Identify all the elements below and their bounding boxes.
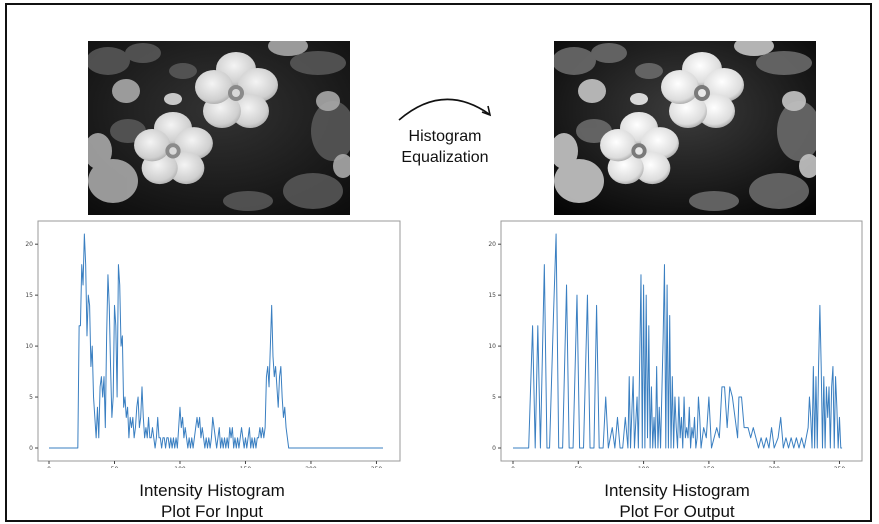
y-tick-label: 20 (25, 241, 33, 248)
y-tick-label: 15 (25, 292, 33, 299)
input-image (88, 41, 350, 215)
x-tick-label: 150 (240, 466, 252, 468)
x-tick-label: 200 (768, 466, 780, 468)
histogram-line (513, 233, 843, 449)
figure-frame (5, 3, 872, 522)
x-tick-label: 150 (703, 466, 715, 468)
input-caption: Intensity Histogram Plot For Input (112, 480, 312, 522)
transform-label: Histogram Equalization (385, 126, 505, 168)
x-tick-label: 50 (111, 466, 119, 468)
output-caption-line2: Plot For Output (619, 502, 735, 521)
output-caption-line1: Intensity Histogram (604, 481, 750, 500)
plot-frame (500, 220, 863, 462)
x-tick-label: 250 (371, 466, 383, 468)
y-tick-label: 10 (488, 343, 496, 350)
histogram-line (49, 233, 383, 449)
y-tick-label: 0 (29, 445, 33, 452)
transform-label-line2: Equalization (401, 149, 489, 166)
y-tick-label: 10 (25, 343, 33, 350)
x-tick-label: 200 (305, 466, 317, 468)
input-caption-line2: Plot For Input (160, 502, 264, 521)
output-caption: Intensity Histogram Plot For Output (577, 480, 777, 522)
curved-arrow-icon (398, 98, 492, 121)
input-histogram-plot: 0 50 100 150 200 250 0 5 10 15 20 (25, 220, 401, 468)
x-tick-label: 50 (574, 466, 582, 468)
y-tick-label: 0 (492, 445, 496, 452)
y-tick-label: 15 (488, 292, 496, 299)
output-image (554, 41, 816, 215)
transform-label-line1: Histogram (408, 128, 482, 145)
y-tick-label: 20 (488, 241, 496, 248)
input-caption-line1: Intensity Histogram (139, 481, 285, 500)
y-tick-label: 5 (29, 394, 33, 401)
x-tick-label: 0 (47, 466, 51, 468)
x-tick-label: 0 (511, 466, 515, 468)
y-tick-label: 5 (492, 394, 496, 401)
x-tick-label: 250 (834, 466, 846, 468)
plot-frame (37, 220, 401, 462)
x-tick-label: 100 (638, 466, 650, 468)
x-tick-label: 100 (174, 466, 186, 468)
output-histogram-plot: 0 50 100 150 200 250 0 5 10 15 20 (488, 220, 863, 468)
